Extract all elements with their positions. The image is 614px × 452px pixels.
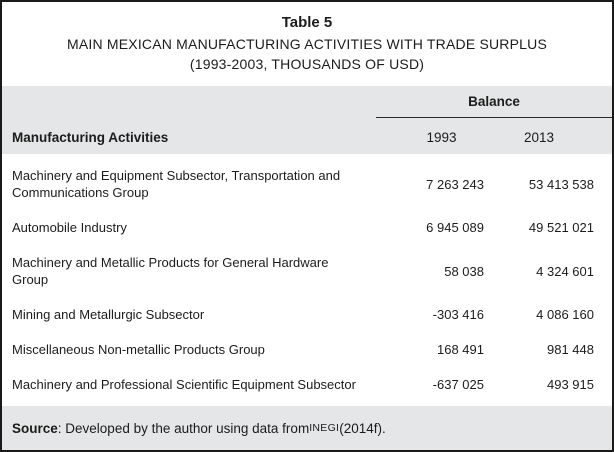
activity-label: Miscellaneous Non-metallic Products Grou… [12,342,265,357]
table-row: Machinery and Metallic Products for Gene… [2,245,612,297]
balance-2013-value: 4 086 160 [536,307,594,322]
column-header-activities: Manufacturing Activities [12,130,169,145]
table-title: MAIN MEXICAN MANUFACTURING ACTIVITIES WI… [67,36,547,52]
source-suffix: (2014f). [339,420,386,436]
source-note: Source: Developed by the author using da… [2,406,612,450]
source-label: Source [12,420,58,436]
balance-2013-value: 4 324 601 [536,263,594,279]
source-text: : Developed by the author using data fro… [57,420,310,436]
balance-2013-value: 493 915 [547,377,594,392]
table-body: Machinery and Equipment Subsector, Trans… [2,154,612,402]
balance-1993-value: 6 945 089 [426,220,484,235]
column-header-2013: 2013 [523,130,555,145]
table-row: Miscellaneous Non-metallic Products Grou… [2,332,612,367]
balance-1993-value: 58 038 [444,263,484,279]
balance-1993-value: 168 491 [437,342,484,357]
balance-group-header: Balance [468,94,520,109]
balance-1993-value: -303 416 [432,307,484,322]
source-org: INEGI [309,422,340,434]
table-title-block: Table 5 MAIN MEXICAN MANUFACTURING ACTIV… [2,2,612,86]
balance-2013-value: 53 413 538 [528,176,594,192]
balance-1993-value: 7 263 243 [426,176,484,192]
table-number: Table 5 [281,14,333,31]
activity-label: Automobile Industry [12,220,127,235]
balance-1993-value: -637 025 [432,377,484,392]
balance-2013-value: 49 521 021 [528,220,594,235]
table-row: Machinery and Professional Scientific Eq… [2,367,612,402]
activity-label: Machinery and Equipment Subsector, Trans… [12,168,341,200]
table-period-subtitle: (1993-2003, THOUSANDS OF USD) [189,56,425,72]
balance-underline [376,117,612,118]
activity-label: Mining and Metallurgic Subsector [12,307,205,322]
table-row: Mining and Metallurgic Subsector -303 41… [2,297,612,332]
table-row: Machinery and Equipment Subsector, Trans… [2,158,612,210]
table-column-header: Balance Manufacturing Activities 1993 20… [2,86,612,154]
activity-label: Machinery and Professional Scientific Eq… [12,377,356,392]
header-row: Manufacturing Activities 1993 2013 [2,130,612,145]
column-header-1993: 1993 [426,130,457,145]
activity-label: Machinery and Metallic Products for Gene… [12,255,329,287]
table-row: Automobile Industry 6 945 089 49 521 021 [2,210,612,245]
balance-2013-value: 981 448 [547,342,594,357]
